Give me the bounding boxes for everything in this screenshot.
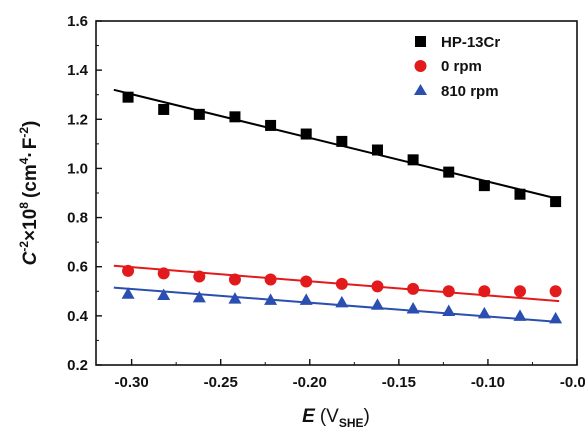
legend-label-0-rpm: 0 rpm [441,58,482,75]
data-point-0-rpm [228,273,241,286]
y-tick-label: 0.8 [67,210,88,227]
legend-label-hp-13cr: HP-13Cr [441,34,500,51]
x-tick-label: -0.15 [382,374,416,391]
data-point-0-rpm [549,285,562,298]
data-point-hp-13cr [122,91,134,103]
data-point-0-rpm [407,282,420,295]
data-point-810-rpm [335,295,349,308]
legend: HP-13Cr 0 rpm 810 rpm [414,34,500,100]
data-point-810-rpm [192,290,206,303]
data-point-0-rpm [157,267,170,280]
data-point-810-rpm [549,311,563,324]
data-point-hp-13cr [158,103,170,115]
x-axis-title-close: ) [364,406,370,427]
y-axis-title-c: C [20,251,41,265]
data-point-0-rpm [335,277,348,290]
x-tick-label: -0.25 [204,374,238,391]
data-point-0-rpm [478,285,491,298]
legend-marker-810-rpm [414,84,427,95]
legend-marker-0-rpm [414,60,427,72]
data-point-0-rpm [122,264,135,277]
y-axis-title-f: F [20,138,41,150]
x-tick-label: -0.20 [293,374,327,391]
data-point-hp-13cr [478,180,490,192]
data-point-810-rpm [299,293,313,305]
data-point-hp-13cr [407,154,419,166]
data-point-810-rpm [406,301,420,314]
x-axis-title-var: E [302,406,316,427]
data-point-hp-13cr [514,188,526,200]
y-axis: 0.2 0.4 0.6 0.8 1.0 1.2 1.4 1.6 [67,13,102,374]
data-point-0-rpm [193,270,206,283]
x-axis-title-sub: SHE [339,416,364,430]
y-axis-title-unit: (cm [20,164,41,198]
data-point-0-rpm [264,273,277,286]
data-point-0-rpm [371,280,384,293]
y-axis-title-cexp: -2 [17,241,31,252]
data-point-hp-13cr [300,128,312,140]
data-point-hp-13cr [336,135,348,147]
y-tick-label: 1.0 [67,160,88,177]
y-tick-label: 1.2 [67,111,88,128]
y-tick-label: 1.4 [67,62,89,79]
y-axis-title-fexp: -2 [17,127,31,138]
y-axis-title-close: ) [20,121,41,127]
data-point-810-rpm [157,288,171,300]
data-point-810-rpm [228,292,242,304]
y-axis-title-exp: 8 [17,202,31,209]
x-tick-label: -0.05 [560,374,585,391]
data-point-810-rpm [264,293,278,305]
legend-marker-hp-13cr [415,36,426,47]
data-point-810-rpm [513,309,527,321]
data-point-0-rpm [442,285,455,298]
data-points [121,91,563,324]
data-point-0-rpm [513,285,526,298]
data-point-hp-13cr [265,119,277,131]
fit-lines [113,88,560,323]
y-tick-label: 0.4 [67,308,89,325]
y-tick-label: 1.6 [67,13,88,30]
y-axis-title-times: ×10 [20,209,41,241]
x-axis-title-open: (V [320,406,339,427]
data-point-810-rpm [442,304,456,316]
data-point-hp-13cr [371,144,383,156]
x-tick-label: -0.10 [471,374,505,391]
data-point-810-rpm [477,306,491,319]
y-axis-title-unit-exp: 4 [17,157,31,164]
plot-frame [95,20,578,366]
data-point-hp-13cr [443,166,455,178]
data-point-0-rpm [300,275,313,288]
x-axis-title: E (VSHE) [302,406,370,430]
data-point-hp-13cr [193,108,205,120]
data-point-hp-13cr [550,196,562,208]
x-axis: -0.30 -0.25 -0.20 -0.15 -0.10 -0.05 [115,359,585,391]
data-point-810-rpm [121,287,135,299]
x-tick-label: -0.30 [115,374,149,391]
y-axis-title: C-2×108(cm4·F-2) [17,121,41,266]
y-tick-label: 0.6 [67,259,88,276]
legend-label-810-rpm: 810 rpm [441,83,499,100]
y-tick-label: 0.2 [67,357,88,374]
y-axis-title-dot: · [20,151,41,157]
data-point-810-rpm [370,298,384,310]
fit-line-810-rpm [113,286,560,323]
data-point-hp-13cr [229,111,241,123]
